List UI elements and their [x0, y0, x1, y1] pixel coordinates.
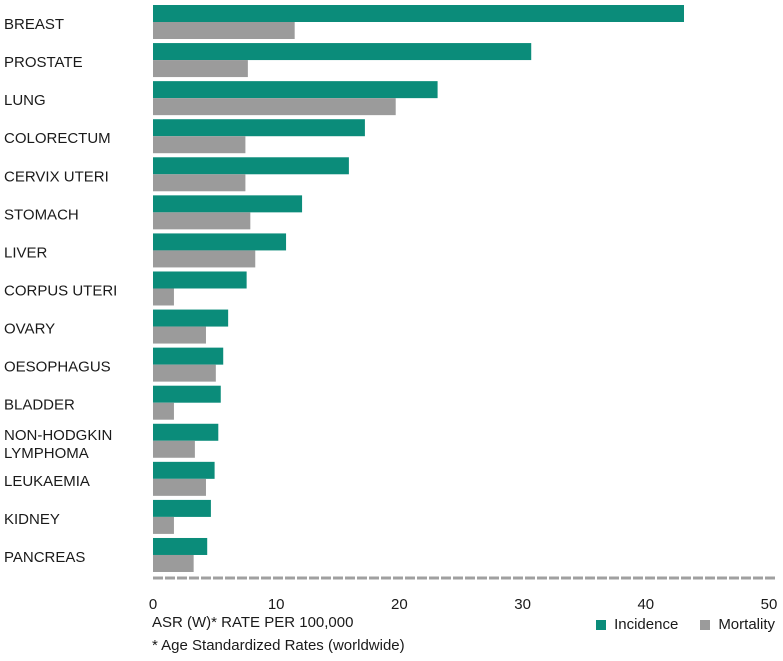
bar-mortality-leukaemia [153, 478, 206, 496]
bar-mortality-corpus-uteri [153, 288, 174, 306]
bar-mortality-oesophagus [153, 364, 216, 382]
bar-mortality-pancreas [153, 554, 194, 572]
category-label: PROSTATE [4, 54, 83, 71]
bar-mortality-bladder [153, 402, 174, 420]
legend-label-mortality: Mortality [718, 616, 775, 633]
x-axis-label: ASR (W)* RATE PER 100,000 [152, 614, 354, 631]
bar-mortality-liver [153, 250, 256, 268]
bar-mortality-kidney [153, 516, 174, 534]
bar-incidence-liver [153, 233, 287, 251]
x-tick-label: 30 [514, 596, 531, 610]
bar-incidence-lung [153, 81, 438, 99]
legend: Incidence Mortality [596, 616, 775, 633]
bar-incidence-stomach [153, 195, 303, 213]
bar-incidence-breast [153, 5, 684, 22]
bar-mortality-prostate [153, 60, 248, 78]
category-label: CERVIX UTERI [4, 168, 109, 185]
bar-mortality-non-hodgkin-lymphoma [153, 440, 195, 458]
x-tick-label: 50 [761, 596, 778, 610]
bar-mortality-ovary [153, 326, 206, 344]
category-label: BLADDER [4, 397, 75, 414]
legend-swatch-incidence [596, 619, 607, 630]
x-tick-label: 10 [268, 596, 285, 610]
bar-mortality-cervix-uteri [153, 174, 246, 192]
bar-chart: BREAST PROSTATE LUNG COLORECTUM CERVIX UTERI… [4, 5, 778, 610]
bar-incidence-cervix-uteri [153, 157, 349, 175]
legend-swatch-mortality [700, 619, 711, 630]
category-label: OVARY [4, 321, 55, 338]
category-label: STOMACH [4, 206, 79, 223]
bar-incidence-kidney [153, 499, 211, 517]
bar-incidence-ovary [153, 309, 229, 327]
bar-incidence-prostate [153, 43, 532, 61]
bar-incidence-bladder [153, 385, 221, 403]
x-tick-label: 0 [149, 596, 157, 610]
legend-label-incidence: Incidence [614, 616, 679, 633]
category-label: BREAST [4, 16, 64, 33]
category-label: COLORECTUM [4, 130, 111, 147]
bar-incidence-leukaemia [153, 461, 215, 479]
category-label: PANCREAS [4, 549, 85, 566]
category-label: OESOPHAGUS [4, 359, 111, 376]
bar-incidence-oesophagus [153, 347, 224, 365]
bar-incidence-pancreas [153, 537, 208, 555]
category-label: NON-HODGKIN LYMPHOMA [4, 427, 112, 462]
bar-incidence-non-hodgkin-lymphoma [153, 423, 219, 441]
legend-item-mortality: Mortality [700, 616, 775, 633]
category-label: KIDNEY [4, 511, 60, 528]
category-label: CORPUS UTERI [4, 282, 117, 299]
bar-mortality-lung [153, 98, 396, 116]
bar-incidence-colorectum [153, 119, 365, 137]
x-tick-label: 20 [391, 596, 408, 610]
x-tick-label: 40 [637, 596, 654, 610]
category-label: LUNG [4, 92, 46, 109]
category-label: LEUKAEMIA [4, 473, 90, 490]
footnote: * Age Standardized Rates (worldwide) [152, 637, 405, 654]
bar-mortality-breast [153, 22, 295, 39]
legend-item-incidence: Incidence [596, 616, 678, 633]
bar-mortality-stomach [153, 212, 251, 230]
bar-mortality-colorectum [153, 136, 246, 154]
bar-incidence-corpus-uteri [153, 271, 247, 289]
category-label: LIVER [4, 244, 48, 261]
